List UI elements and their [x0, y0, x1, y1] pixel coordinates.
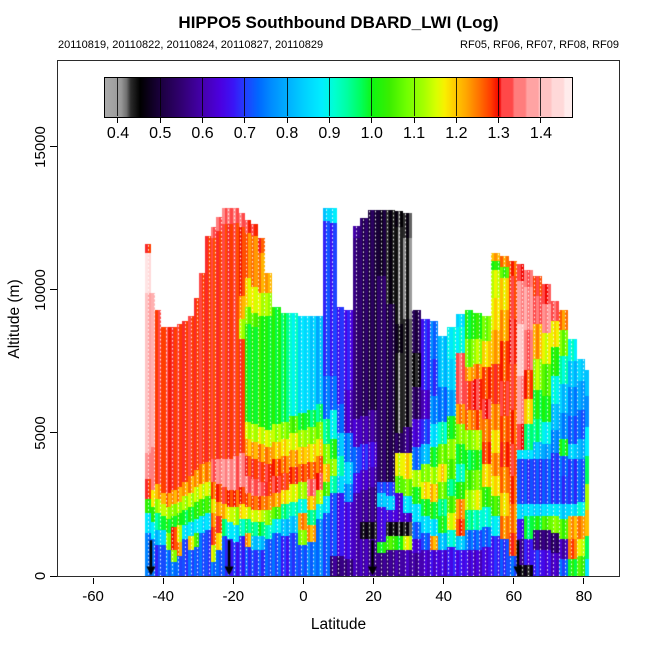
colorbar-tick-line — [413, 77, 415, 116]
colorbar-tick-line — [117, 77, 119, 116]
x-tick-label: 20 — [365, 588, 382, 605]
colorbar-tick-line — [455, 77, 457, 116]
colorbar-tick-label: 0.5 — [149, 125, 172, 142]
colorbar-tick — [540, 118, 542, 123]
y-tick-label: 10000 — [32, 269, 49, 311]
y-tick — [50, 575, 57, 577]
colorbar-tick — [371, 118, 373, 123]
colorbar-gradient — [104, 77, 573, 118]
colorbar-tick-label: 1.1 — [402, 125, 426, 142]
colorbar-tick-line — [498, 77, 500, 116]
colorbar-tick-line — [540, 77, 542, 116]
colorbar-tick-line — [328, 77, 330, 116]
colorbar-tick-line — [286, 77, 288, 116]
y-tick — [50, 289, 57, 291]
colorbar-tick-label: 0.6 — [191, 125, 214, 142]
colorbar-tick-line — [159, 77, 161, 116]
colorbar-tick-label: 0.7 — [233, 125, 256, 142]
colorbar-tick — [498, 118, 500, 123]
y-axis-title: Altitude (m) — [6, 279, 23, 359]
x-tick — [443, 577, 445, 584]
colorbar-tick — [328, 118, 330, 123]
colorbar-tick-label: 0.4 — [106, 125, 130, 142]
x-tick — [583, 577, 585, 584]
y-tick — [50, 432, 57, 434]
colorbar: 0.4 0.5 0.6 0.7 0.8 0.9 1.0 1.1 1.2 1.3 1.4 — [104, 77, 573, 147]
subtitle-dates: 20110819, 20110822, 20110824, 20110827, … — [58, 39, 324, 51]
colorbar-tick — [286, 118, 288, 123]
colorbar-tick-label: 1.2 — [445, 125, 468, 142]
x-tick-label: -20 — [222, 588, 245, 605]
x-tick-label: 60 — [505, 588, 523, 605]
colorbar-tick — [413, 118, 415, 123]
y-tick-label: 5000 — [32, 416, 49, 450]
colorbar-tick-label: 1.3 — [487, 125, 510, 142]
x-tick — [302, 577, 304, 584]
x-tick — [513, 577, 515, 584]
x-tick-label: 40 — [435, 588, 453, 605]
heatmap-canvas — [58, 61, 619, 576]
x-axis-title: Latitude — [310, 616, 367, 633]
x-tick — [162, 577, 164, 584]
colorbar-tick — [159, 118, 161, 123]
colorbar-tick-line — [244, 77, 246, 116]
colorbar-tick — [202, 118, 204, 123]
x-tick-label: 80 — [575, 588, 593, 605]
x-tick-label: -40 — [152, 588, 175, 605]
x-tick — [232, 577, 234, 584]
colorbar-tick-label: 1.4 — [529, 125, 553, 142]
x-tick-label: 0 — [299, 588, 308, 605]
colorbar-tick-line — [371, 77, 373, 116]
colorbar-tick-line — [202, 77, 204, 116]
x-tick — [373, 577, 375, 584]
y-tick-label: 15000 — [32, 125, 49, 168]
colorbar-tick-label: 1.0 — [360, 125, 383, 142]
y-tick — [50, 146, 57, 148]
chart-title: HIPPO5 Southbound DBARD_LWI (Log) — [178, 13, 499, 32]
colorbar-tick-label: 0.9 — [318, 125, 341, 142]
colorbar-tick — [117, 118, 119, 123]
colorbar-tick — [455, 118, 457, 123]
y-tick-label: 0 — [32, 571, 49, 581]
x-tick — [92, 577, 94, 584]
colorbar-tick-label: 0.8 — [276, 125, 299, 142]
subtitle-flights: RF05, RF06, RF07, RF08, RF09 — [460, 39, 619, 51]
colorbar-tick — [244, 118, 246, 123]
x-tick-label: -60 — [82, 588, 104, 605]
